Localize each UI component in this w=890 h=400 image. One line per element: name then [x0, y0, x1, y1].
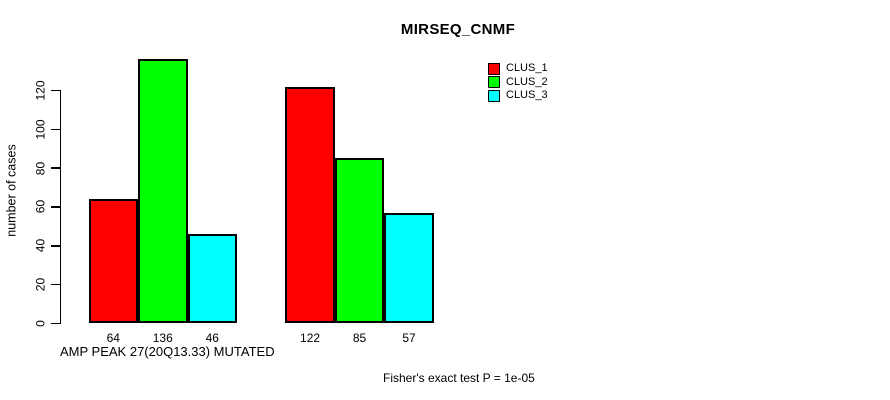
legend-swatch-clus_2 — [488, 76, 500, 89]
bar-clus_1-group2 — [285, 86, 335, 324]
y-tick-mark — [50, 128, 61, 131]
bar-clus_3-group1 — [187, 234, 237, 324]
y-axis-label: number of cases — [4, 144, 19, 237]
legend-label: CLUS_2 — [506, 75, 548, 88]
y-tick-label: 20 — [33, 277, 48, 292]
y-tick-label: 80 — [33, 161, 48, 175]
legend-label: CLUS_1 — [506, 62, 548, 75]
bar-value-label: 64 — [106, 331, 120, 345]
bar-value-label: 136 — [152, 331, 173, 345]
y-tick-label: 0 — [33, 320, 48, 327]
bar-clus_2-group1 — [138, 59, 188, 324]
y-tick-mark — [50, 89, 61, 92]
y-tick-mark — [50, 206, 61, 208]
bar-clus_2-group2 — [334, 158, 385, 324]
legend-item: CLUS_2 — [488, 76, 548, 90]
y-tick-label: 100 — [33, 119, 48, 140]
y-tick-mark — [50, 283, 61, 286]
bar-clus_1-group1 — [88, 199, 138, 324]
bar-value-label: 46 — [205, 331, 219, 345]
chart-title: MIRSEQ_CNMF — [400, 21, 516, 38]
bar-value-label: 85 — [352, 331, 367, 345]
legend-item: CLUS_1 — [488, 62, 548, 76]
legend: CLUS_1 CLUS_2 CLUS_3 — [488, 62, 548, 103]
y-tick-label: 60 — [33, 200, 48, 214]
y-tick-mark — [50, 167, 61, 169]
legend-swatch-clus_1 — [488, 62, 500, 75]
annotation-text: Fisher's exact test P = 1e-05 — [383, 371, 535, 385]
legend-label: CLUS_3 — [506, 89, 548, 102]
bar-value-label: 57 — [402, 331, 416, 345]
bar-value-label: 122 — [300, 331, 321, 345]
y-tick-mark — [50, 322, 61, 325]
bar-clus_3-group2 — [384, 212, 434, 324]
legend-swatch-clus_3 — [488, 89, 500, 102]
y-tick-label: 40 — [33, 239, 48, 253]
y-tick-mark — [50, 245, 61, 247]
legend-item: CLUS_3 — [488, 89, 548, 103]
x-axis-group-label: AMP PEAK 27(20Q13.33) MUTATED — [60, 344, 275, 359]
y-tick-label: 120 — [33, 80, 48, 101]
